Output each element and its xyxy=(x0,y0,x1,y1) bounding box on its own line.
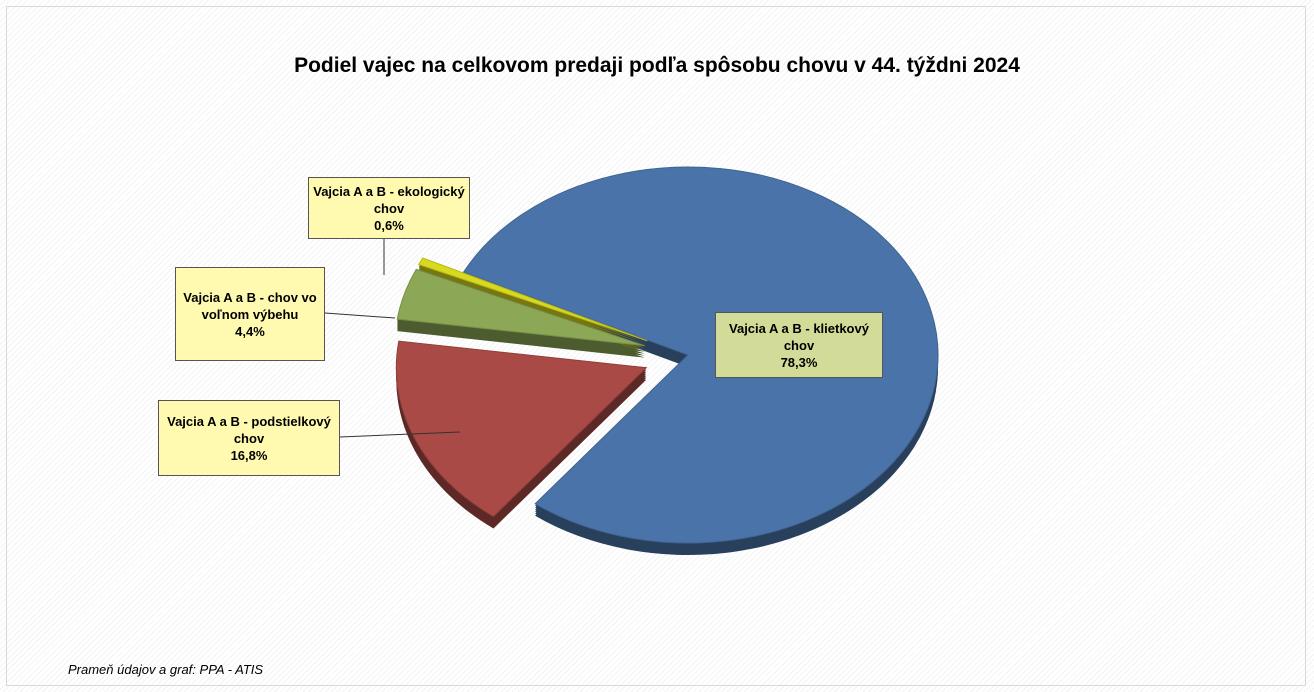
leader-line xyxy=(339,431,461,438)
label-category: Vajcia A a B - ekologický chov xyxy=(313,183,465,216)
chart-frame xyxy=(6,6,1306,686)
label-category: Vajcia A a B - klietkový chov xyxy=(729,320,869,353)
label-value: 0,6% xyxy=(374,217,404,233)
label-category: Vajcia A a B - podstielkový chov xyxy=(167,413,331,446)
data-label: Vajcia A a B - klietkový chov 78,3% xyxy=(715,312,883,378)
leader-line xyxy=(324,312,396,319)
source-note: Prameň údajov a graf: PPA - ATIS xyxy=(68,662,264,677)
label-value: 16,8% xyxy=(230,447,268,463)
slice xyxy=(417,257,648,342)
data-label: Vajcia A a B - chov vo voľnom výbehu 4,4% xyxy=(175,267,325,361)
chart-title: Podiel vajec na celkovom predaji podľa s… xyxy=(294,54,1020,77)
label-value: 78,3% xyxy=(780,354,818,370)
label-value: 4,4% xyxy=(235,323,265,339)
data-label: Vajcia A a B - ekologický chov 0,6% xyxy=(308,177,470,239)
data-label: Vajcia A a B - podstielkový chov 16,8% xyxy=(158,400,340,476)
slice xyxy=(462,166,939,544)
label-category: Vajcia A a B - chov vo voľnom výbehu xyxy=(183,289,317,322)
slice xyxy=(395,340,648,518)
slice xyxy=(396,268,645,347)
